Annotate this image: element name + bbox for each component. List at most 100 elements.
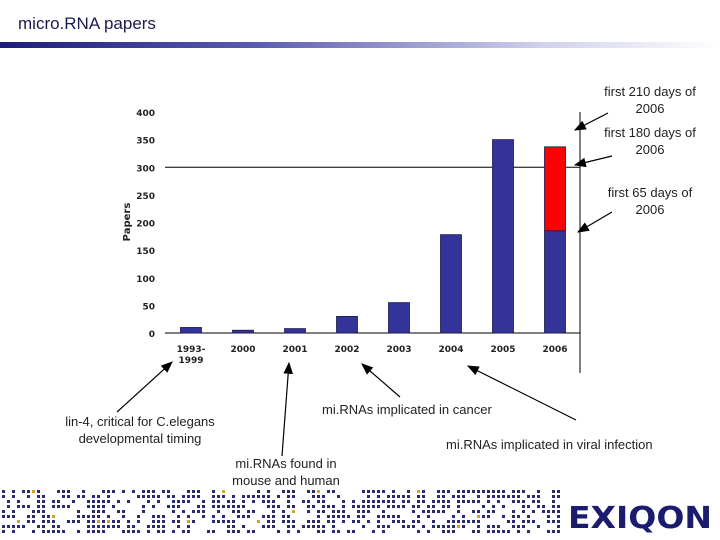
footer-dot <box>182 500 185 503</box>
footer-dot <box>87 520 90 523</box>
footer-dot <box>42 525 45 528</box>
title-underline <box>0 42 720 48</box>
bar-2001-series-1 <box>284 328 306 334</box>
footer-dot <box>397 515 400 518</box>
footer-dot <box>192 495 195 498</box>
footer-dot <box>357 520 360 523</box>
footer-dot <box>252 510 255 513</box>
footer-dot <box>17 520 20 523</box>
footer-dot <box>292 510 295 513</box>
footer-dot <box>462 500 465 503</box>
footer-dot <box>412 510 415 513</box>
bar-2002-series-1 <box>336 316 358 334</box>
footer-dot <box>487 500 490 503</box>
footer-dot <box>97 500 100 503</box>
footer-dot <box>152 525 155 528</box>
footer-dot <box>307 500 310 503</box>
footer-dot <box>552 490 555 493</box>
footer-dot <box>147 525 150 528</box>
footer-dot <box>452 515 455 518</box>
footer-dot <box>202 505 205 508</box>
footer-dot <box>227 505 230 508</box>
footer-dot <box>462 520 465 523</box>
annotation-mouse-human-line2: mouse and human <box>232 473 340 488</box>
footer-dot <box>67 490 70 493</box>
footer-dot <box>382 510 385 513</box>
footer-dot <box>182 530 185 533</box>
footer-dot <box>2 525 5 528</box>
footer-dot <box>437 490 440 493</box>
footer-dot <box>227 520 230 523</box>
footer-dot <box>162 490 165 493</box>
bar-2006-series-1 <box>544 230 566 334</box>
footer-dot <box>492 490 495 493</box>
footer-dot <box>502 530 505 533</box>
footer-dot <box>242 515 245 518</box>
footer-dot <box>367 510 370 513</box>
footer-dot <box>472 500 475 503</box>
footer-dot <box>262 525 265 528</box>
footer-dot <box>37 505 40 508</box>
footer-dot <box>517 515 520 518</box>
footer-dot <box>112 520 115 523</box>
footer-dot <box>342 510 345 513</box>
footer-dot <box>187 500 190 503</box>
footer-dot <box>107 520 110 523</box>
footer-dot <box>442 530 445 533</box>
footer-dot <box>92 505 95 508</box>
footer-dot <box>172 505 175 508</box>
footer-dot <box>227 525 230 528</box>
footer-dot <box>352 530 355 533</box>
footer-dot <box>372 530 375 533</box>
footer-dot <box>22 490 25 493</box>
footer-dot <box>517 495 520 498</box>
footer-dot <box>332 490 335 493</box>
footer-dot <box>332 530 335 533</box>
footer-dot <box>212 530 215 533</box>
footer-dot <box>112 525 115 528</box>
footer-dot <box>207 530 210 533</box>
footer-dot <box>77 510 80 513</box>
footer-dot <box>502 490 505 493</box>
footer-dot <box>417 495 420 498</box>
footer-dot <box>347 530 350 533</box>
footer-dot <box>52 500 55 503</box>
footer-dot <box>387 505 390 508</box>
footer-dot <box>87 515 90 518</box>
footer-dot <box>327 520 330 523</box>
footer-dot <box>142 510 145 513</box>
footer-dot <box>162 515 165 518</box>
footer-dot <box>332 515 335 518</box>
footer-dot <box>227 530 230 533</box>
footer-dot <box>317 510 320 513</box>
footer-dot <box>522 510 525 513</box>
bar-2006-series-2 <box>544 146 566 232</box>
footer-dot <box>287 495 290 498</box>
footer-dot <box>427 530 430 533</box>
footer-dot <box>162 525 165 528</box>
footer-dot <box>72 500 75 503</box>
footer-dot <box>482 505 485 508</box>
footer-dot <box>457 510 460 513</box>
footer-dot <box>27 490 30 493</box>
footer-dot <box>542 505 545 508</box>
footer-dot <box>147 500 150 503</box>
footer-dot <box>432 510 435 513</box>
footer-dot <box>27 505 30 508</box>
footer-dot <box>132 490 135 493</box>
footer-dot <box>457 490 460 493</box>
footer-dot <box>122 530 125 533</box>
footer-dot <box>237 510 240 513</box>
footer-dot <box>52 520 55 523</box>
footer-dot <box>92 520 95 523</box>
footer-dot <box>192 510 195 513</box>
footer-dot <box>407 495 410 498</box>
footer-dot <box>267 500 270 503</box>
footer-dot <box>487 525 490 528</box>
footer-dot <box>152 495 155 498</box>
footer-dot <box>527 495 530 498</box>
footer-dot <box>467 490 470 493</box>
footer-dot <box>177 500 180 503</box>
x-tick-label: 2004 <box>438 345 463 355</box>
footer-dot <box>247 495 250 498</box>
